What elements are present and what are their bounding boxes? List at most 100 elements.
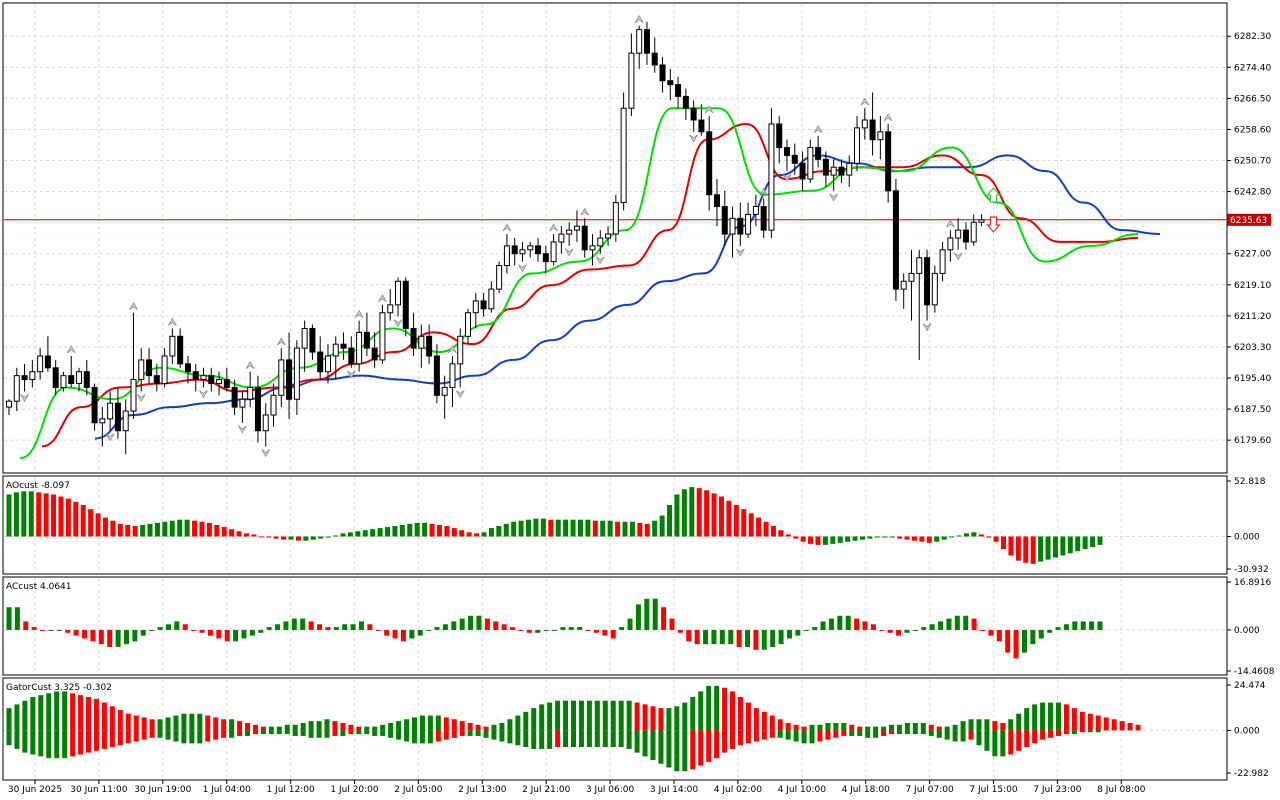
y-tick-label: 6203.30 bbox=[1234, 343, 1271, 353]
candle-body-up bbox=[908, 272, 915, 282]
candle bbox=[395, 277, 401, 317]
histogram-bar bbox=[132, 525, 138, 537]
candle-body-up bbox=[978, 219, 985, 223]
histogram-bar bbox=[971, 618, 977, 630]
candle bbox=[21, 363, 28, 392]
gator-upper-bar bbox=[86, 697, 92, 731]
candle-body-up bbox=[900, 280, 907, 290]
histogram-bar bbox=[375, 629, 381, 631]
gator-lower-bar bbox=[268, 730, 274, 735]
histogram-bar bbox=[828, 618, 834, 630]
histogram-bar bbox=[426, 629, 432, 631]
candle-body-down bbox=[21, 375, 28, 381]
gator-lower-bar bbox=[181, 730, 187, 744]
histogram-bar bbox=[192, 520, 198, 537]
candle bbox=[682, 88, 689, 121]
histogram-bar bbox=[206, 522, 212, 537]
candle bbox=[99, 407, 106, 447]
candle bbox=[861, 108, 868, 140]
candle-body-down bbox=[643, 29, 650, 54]
candle-body-up bbox=[612, 202, 619, 235]
histogram-bar bbox=[436, 524, 442, 537]
candle bbox=[68, 355, 75, 388]
x-tick-label: 3 Jul 06:00 bbox=[586, 785, 635, 795]
histogram-bar bbox=[949, 536, 955, 538]
histogram-bar bbox=[778, 530, 784, 537]
histogram-bar bbox=[980, 629, 986, 631]
gator-upper-bar bbox=[602, 700, 608, 731]
candle bbox=[480, 293, 487, 317]
fractal-up-marker bbox=[245, 360, 255, 370]
candle bbox=[519, 241, 526, 262]
histogram-bar bbox=[165, 624, 171, 630]
gator-upper-bar bbox=[467, 722, 473, 731]
candle-body-down bbox=[340, 343, 347, 349]
gator-pane-frame[interactable] bbox=[2, 677, 1228, 781]
histogram-bar bbox=[540, 518, 546, 537]
histogram-bar bbox=[392, 629, 398, 639]
histogram-bar bbox=[577, 519, 583, 537]
fractal-down-marker bbox=[564, 248, 574, 257]
gator-lower-bar bbox=[666, 730, 672, 768]
histogram-bar bbox=[926, 536, 932, 543]
main-price-pane bbox=[4, 14, 1226, 460]
candle-body-down bbox=[784, 147, 790, 156]
histogram-bar bbox=[266, 627, 272, 630]
candle-body-up bbox=[332, 343, 339, 357]
candle bbox=[457, 328, 464, 388]
histogram-bar bbox=[347, 532, 353, 537]
candle-body-down bbox=[799, 162, 806, 180]
histogram-bar bbox=[837, 536, 843, 543]
ao-pane-frame[interactable] bbox=[2, 475, 1228, 575]
histogram-bar bbox=[149, 629, 155, 631]
histogram-bar bbox=[493, 621, 499, 630]
gator-upper-bar bbox=[857, 726, 863, 731]
candle-body-up bbox=[916, 257, 923, 274]
gator-upper-bar bbox=[1103, 717, 1109, 731]
gator-upper-bar bbox=[984, 719, 990, 731]
histogram-bar bbox=[422, 522, 428, 537]
fractal-down-marker bbox=[20, 394, 29, 403]
gator-lower-bar bbox=[841, 730, 847, 736]
gator-lower-bar bbox=[101, 730, 107, 749]
fractal-up-marker bbox=[276, 337, 286, 346]
histogram-bar bbox=[845, 536, 851, 542]
histogram-bar bbox=[481, 532, 487, 537]
candle-body-down bbox=[410, 327, 417, 349]
histogram-bar bbox=[854, 618, 860, 630]
candle bbox=[309, 324, 316, 360]
histogram-bar bbox=[429, 523, 435, 537]
gator-pane-title: GatorCust 3.325 -0.302 bbox=[6, 683, 112, 693]
candle-body-up bbox=[457, 335, 464, 365]
candle-body-down bbox=[581, 225, 588, 251]
gator-upper-bar bbox=[682, 702, 688, 731]
candle-body-down bbox=[721, 206, 728, 235]
histogram-bar bbox=[31, 627, 37, 630]
gator-histogram-pane bbox=[6, 685, 1141, 772]
gator-upper-bar bbox=[443, 717, 449, 731]
gator-upper-bar bbox=[165, 717, 171, 731]
candle-body-up bbox=[947, 237, 954, 251]
histogram-bar bbox=[184, 519, 190, 537]
candle-body-down bbox=[760, 206, 767, 231]
gator-upper-bar bbox=[777, 719, 783, 731]
candle bbox=[846, 155, 853, 187]
gator-upper-bar bbox=[205, 715, 211, 731]
histogram-bar bbox=[503, 523, 509, 537]
fractal-down-marker bbox=[105, 433, 115, 442]
gator-upper-bar bbox=[316, 721, 322, 731]
gator-upper-bar bbox=[252, 724, 258, 731]
gator-upper-bar bbox=[555, 700, 561, 731]
ac-pane-frame[interactable] bbox=[2, 576, 1228, 676]
histogram-bar bbox=[938, 621, 944, 630]
candle bbox=[799, 151, 806, 191]
candle bbox=[690, 100, 697, 132]
fractal-up-marker bbox=[813, 124, 823, 134]
candle bbox=[363, 312, 370, 356]
candle-body-down bbox=[52, 367, 59, 388]
histogram-bar bbox=[1082, 536, 1088, 550]
histogram-bar bbox=[661, 607, 667, 630]
main-pane-frame[interactable] bbox=[2, 2, 1228, 474]
gator-lower-bar bbox=[6, 730, 12, 746]
